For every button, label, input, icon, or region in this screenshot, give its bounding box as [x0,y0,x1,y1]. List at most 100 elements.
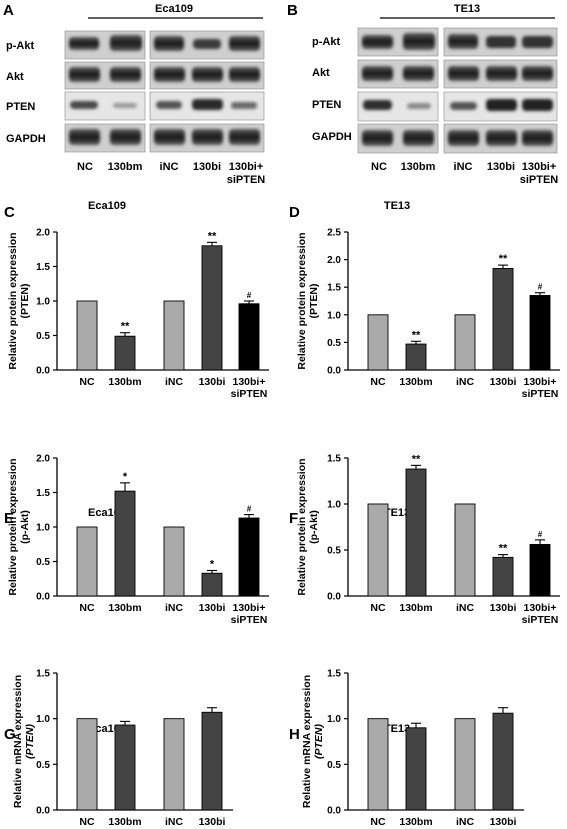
bar [114,490,136,597]
y-tick-label: 0.0 [36,806,50,817]
y-tick-label: 0.0 [327,592,341,603]
x-category-label: iNC [456,816,475,828]
y-tick-label: 0.5 [327,760,341,771]
significance-marker: * [210,558,215,570]
y-axis-label-line: (PTEN) [313,724,325,760]
bar [405,468,427,597]
y-tick-label: 0.0 [36,592,50,603]
y-tick-label: 0.5 [36,760,50,771]
bar [492,267,514,371]
bar [76,718,98,811]
blot-cell-line-label: TE13 [454,3,480,15]
bar-chart-c-pten-eca109: C Eca109 0.0 0.5 1.0 1.5 2.0 Relative protein e… [4,200,269,400]
bar [76,300,98,371]
blot-lane-label: 130bi [487,161,515,173]
y-tick-label: 0.0 [327,366,341,377]
x-category-label: siPTEN [522,388,559,400]
y-tick-label: 0.0 [327,806,341,817]
blot-row-label-p-akt: p-Akt [6,40,34,52]
bar [405,727,427,811]
bar [238,517,260,597]
y-axis-label-line: Relative mRNA expression [12,675,24,808]
bar [238,303,260,371]
blot-cell-line-label: Eca109 [155,3,193,15]
blot-panel-te13: B TE13 p-Akt Akt PTEN GAPDH [287,2,558,186]
x-category-label: 130bi+ [524,376,557,388]
blot-bands [357,27,558,154]
bar [367,503,389,597]
x-category-label: NC [370,816,386,828]
y-axis-label-line: (PTEN) [308,284,320,319]
y-tick-label: 2.0 [327,255,341,266]
x-category-label: 130bm [399,376,432,388]
panel-letter: C [4,204,15,221]
bar [76,526,98,597]
bar [367,314,389,371]
significance-marker: # [247,291,252,300]
blot-row-label-gapdh: GAPDH [312,131,352,143]
x-category-label: NC [370,376,386,388]
bar [454,503,476,597]
bar [454,314,476,371]
x-category-label: 130bm [108,376,141,388]
y-axis-label: Relative mRNA expression(PTEN) [12,675,36,808]
panel-letter: H [289,726,300,743]
bar [114,335,136,371]
y-axis-label: Relative protein expression(p-Akt) [7,458,31,595]
x-category-label: 130bi+ [233,376,266,388]
blot-row-label-p-akt: p-Akt [312,36,340,48]
significance-marker: ** [208,230,217,242]
bar [492,712,514,811]
bar [454,718,476,811]
y-tick-label: 1.0 [327,500,341,511]
blot-lane-label: 130bi [193,161,221,173]
significance-marker: ** [412,453,421,465]
y-axis-label: Relative protein expression(PTEN) [296,232,320,369]
y-tick-label: 1.0 [327,310,341,321]
bar [114,724,136,811]
panel-letter: F [289,510,298,527]
significance-marker: ** [121,321,130,333]
blot-lane-label: siPTEN [227,174,266,186]
significance-marker: ** [412,329,421,341]
y-axis-label-line: Relative mRNA expression [301,675,313,808]
bar-chart-f-p-akt-te13: F TE13 0.0 0.5 1.0 1.5 Relative protein expres… [289,453,560,626]
y-tick-label: 1.5 [36,262,50,273]
x-category-label: NC [79,816,95,828]
bar [163,300,185,371]
blot-lane-label: NC [371,161,387,173]
y-tick-label: 0.5 [36,331,50,342]
x-category-label: iNC [456,376,475,388]
blot-lane-label: 130bi+ [522,161,557,173]
panel-letter-a: A [3,2,14,19]
blot-lane-label: iNC [160,161,179,173]
y-tick-label: 2.0 [36,454,50,465]
y-tick-label: 1.0 [36,523,50,534]
bar [163,526,185,597]
blot-lane-label: NC [77,161,93,173]
y-tick-label: 1.5 [327,454,341,465]
x-category-label: iNC [165,376,184,388]
x-category-label: 130bi [490,376,517,388]
y-tick-label: 2.0 [36,228,50,239]
blot-lane-label: 130bm [108,161,143,173]
x-category-label: siPTEN [231,388,268,400]
y-axis-label-line: (PTEN) [19,284,31,319]
blot-lane-label: siPTEN [520,174,559,186]
x-category-label: 130bm [399,816,432,828]
bar [201,711,223,811]
blot-lane-label: 130bm [401,161,436,173]
y-tick-label: 1.5 [327,669,341,680]
y-axis-label: Relative protein expression(PTEN) [7,232,31,369]
x-category-label: 130bi [490,602,517,614]
bar [492,556,514,597]
y-axis-label-line: Relative protein expression [296,458,308,595]
blot-lane-label: 130bi+ [229,161,264,173]
blot-row-label-pten: PTEN [312,99,341,111]
significance-marker: # [538,283,543,292]
significance-marker: # [247,505,252,514]
y-axis-label-line: (p-Akt) [19,510,31,544]
significance-marker: * [123,471,128,483]
